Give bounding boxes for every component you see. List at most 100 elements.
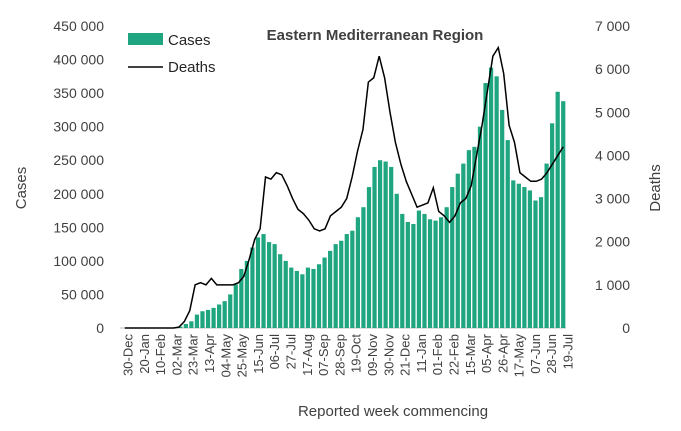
- cases-bar: [422, 213, 427, 328]
- cases-bars: [178, 67, 566, 329]
- cases-bar: [450, 187, 455, 328]
- cases-bar: [316, 264, 322, 328]
- cases-bar: [416, 210, 422, 328]
- x-axis-label: Reported week commencing: [298, 403, 488, 420]
- x-tick-label: 22-Feb: [446, 334, 461, 375]
- y-tick-label: 350 000: [53, 85, 104, 101]
- x-tick-label: 28-Sep: [332, 334, 347, 376]
- x-tick-label: 20-Jan: [137, 334, 152, 374]
- x-tick-label: 15-Jun: [251, 334, 266, 374]
- x-tick-label: 19-Oct: [349, 334, 364, 373]
- cases-bar: [250, 247, 255, 328]
- x-tick-label: 17-Aug: [300, 334, 315, 376]
- x-tick-label: 30-Dec: [121, 334, 136, 376]
- cases-bar: [405, 221, 410, 328]
- cases-bar: [561, 101, 566, 328]
- cases-bar: [550, 123, 555, 328]
- cases-bar: [217, 304, 222, 328]
- x-tick-label: 27-Jul: [284, 334, 299, 370]
- x-tick-label: 26-Apr: [495, 333, 510, 373]
- y-tick-label: 200 000: [53, 186, 104, 202]
- cases-bar: [239, 268, 244, 328]
- y2-tick-label: 4 000: [595, 147, 630, 163]
- cases-bar: [328, 250, 333, 328]
- cases-bar: [344, 234, 349, 328]
- cases-bar: [500, 109, 505, 328]
- cases-bar: [483, 83, 488, 328]
- x-tick-label: 13-Apr: [202, 333, 217, 373]
- cases-bar: [283, 260, 288, 328]
- y2-tick-label: 5 000: [595, 104, 630, 120]
- x-axis-ticks: 30-Dec 20-Jan 10-Feb 02-Mar 23-Mar 13-Apr 04-M…: [121, 333, 576, 377]
- x-tick-label: 19-Jul: [561, 334, 576, 370]
- x-tick-label: 28-Jun: [544, 334, 559, 374]
- x-tick-label: 10-Feb: [153, 334, 168, 375]
- cases-bar: [527, 190, 533, 328]
- cases-bar: [427, 219, 433, 328]
- x-tick-label: 05-Apr: [479, 333, 494, 373]
- cases-bar: [444, 207, 449, 328]
- cases-bar: [389, 166, 394, 328]
- y2-tick-label: 7 000: [595, 18, 630, 34]
- x-tick-label: 04-May: [218, 334, 233, 378]
- cases-bar: [505, 140, 510, 328]
- cases-bar: [205, 309, 211, 328]
- x-tick-label: 25-May: [235, 334, 250, 378]
- cases-bar: [278, 254, 283, 328]
- y2-tick-label: 2 000: [595, 234, 630, 250]
- cases-bar: [311, 268, 316, 328]
- y2-axis-label: Deaths: [647, 164, 664, 212]
- y2-tick-label: 3 000: [595, 191, 630, 207]
- x-tick-label: 15-Mar: [463, 333, 478, 375]
- cases-bar: [533, 200, 538, 328]
- cases-bar: [339, 240, 344, 328]
- cases-bar: [350, 230, 355, 328]
- cases-bar: [461, 163, 466, 328]
- legend-swatch-cases: [128, 33, 163, 45]
- cases-bar: [544, 163, 549, 328]
- legend-label-deaths: Deaths: [168, 59, 216, 76]
- legend-label-cases: Cases: [168, 32, 211, 49]
- cases-bar: [183, 323, 188, 328]
- cases-bar: [255, 237, 261, 328]
- y2-tick-label: 0: [622, 320, 630, 336]
- cases-bar: [266, 242, 272, 328]
- legend: Cases Deaths: [128, 32, 216, 76]
- cases-bar: [244, 260, 249, 328]
- cases-bar: [377, 160, 383, 328]
- cases-bar: [455, 173, 460, 328]
- x-tick-label: 02-Mar: [169, 333, 184, 375]
- cases-bar: [272, 244, 277, 328]
- cases-bar: [355, 217, 360, 328]
- y-tick-label: 0: [96, 320, 104, 336]
- y-tick-label: 100 000: [53, 253, 104, 269]
- cases-bar: [200, 311, 205, 328]
- cases-bar: [222, 301, 227, 328]
- deaths-line: [124, 45, 564, 329]
- cases-bar: [394, 193, 399, 328]
- cases-bar: [472, 146, 477, 328]
- cases-bar: [477, 126, 483, 328]
- y-axis-right: 0 1 000 2 000 3 000 4 000 5 000 6 000 7 000: [595, 18, 630, 336]
- cases-bar: [400, 213, 405, 328]
- cases-bar: [322, 257, 327, 328]
- y-tick-label: 50 000: [61, 286, 104, 302]
- x-tick-label: 09-Nov: [365, 334, 380, 376]
- cases-bar: [178, 326, 183, 328]
- cases-bar: [383, 161, 388, 328]
- y2-tick-label: 1 000: [595, 277, 630, 293]
- cases-bar: [522, 187, 527, 328]
- cases-bar: [494, 76, 499, 328]
- cases-bar: [300, 274, 305, 328]
- cases-bar: [211, 307, 216, 328]
- x-tick-label: 21-Dec: [398, 334, 413, 376]
- x-tick-label: 07-Sep: [316, 334, 331, 376]
- y-axis-left: 0 50 000 100 000 150 000 200 000 250 000 300 0…: [53, 18, 104, 336]
- cases-bar: [372, 166, 377, 328]
- y-tick-label: 400 000: [53, 52, 104, 68]
- cases-bar: [433, 220, 438, 328]
- cases-bar: [289, 267, 294, 328]
- x-tick-label: 07-Jun: [528, 334, 543, 374]
- y-tick-label: 450 000: [53, 18, 104, 34]
